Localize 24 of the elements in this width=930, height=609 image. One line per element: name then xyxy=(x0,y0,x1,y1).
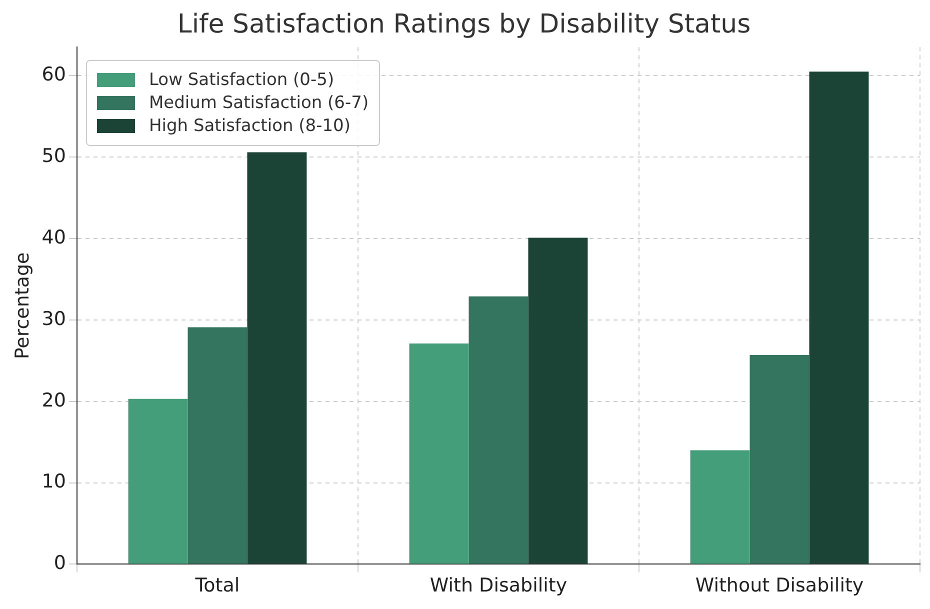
y-tick-label: 30 xyxy=(42,308,66,330)
legend-label: High Satisfaction (8-10) xyxy=(149,116,350,136)
bar xyxy=(409,344,469,564)
bar xyxy=(188,327,248,564)
x-tick-label: With Disability xyxy=(430,574,568,597)
x-tick-label: Without Disability xyxy=(695,574,864,597)
legend-label: Low Satisfaction (0-5) xyxy=(149,70,334,90)
bar xyxy=(750,354,810,564)
y-tick-label: 10 xyxy=(42,470,66,493)
bar xyxy=(247,152,307,564)
bar xyxy=(809,72,869,564)
legend-label: Medium Satisfaction (6-7) xyxy=(149,93,369,113)
bar xyxy=(128,398,188,564)
x-tick-label: Total xyxy=(194,574,240,597)
y-axis-title: Percentage xyxy=(11,252,34,360)
bar xyxy=(690,450,750,564)
y-tick-label: 40 xyxy=(42,226,66,248)
y-tick-label: 50 xyxy=(42,145,66,168)
y-tick-label: 20 xyxy=(42,389,66,412)
bar xyxy=(528,238,588,564)
chart-title: Life Satisfaction Ratings by Disability Status xyxy=(177,9,751,40)
y-tick-label: 60 xyxy=(42,64,66,86)
y-tick-label: 0 xyxy=(54,552,66,574)
bar xyxy=(468,296,528,564)
